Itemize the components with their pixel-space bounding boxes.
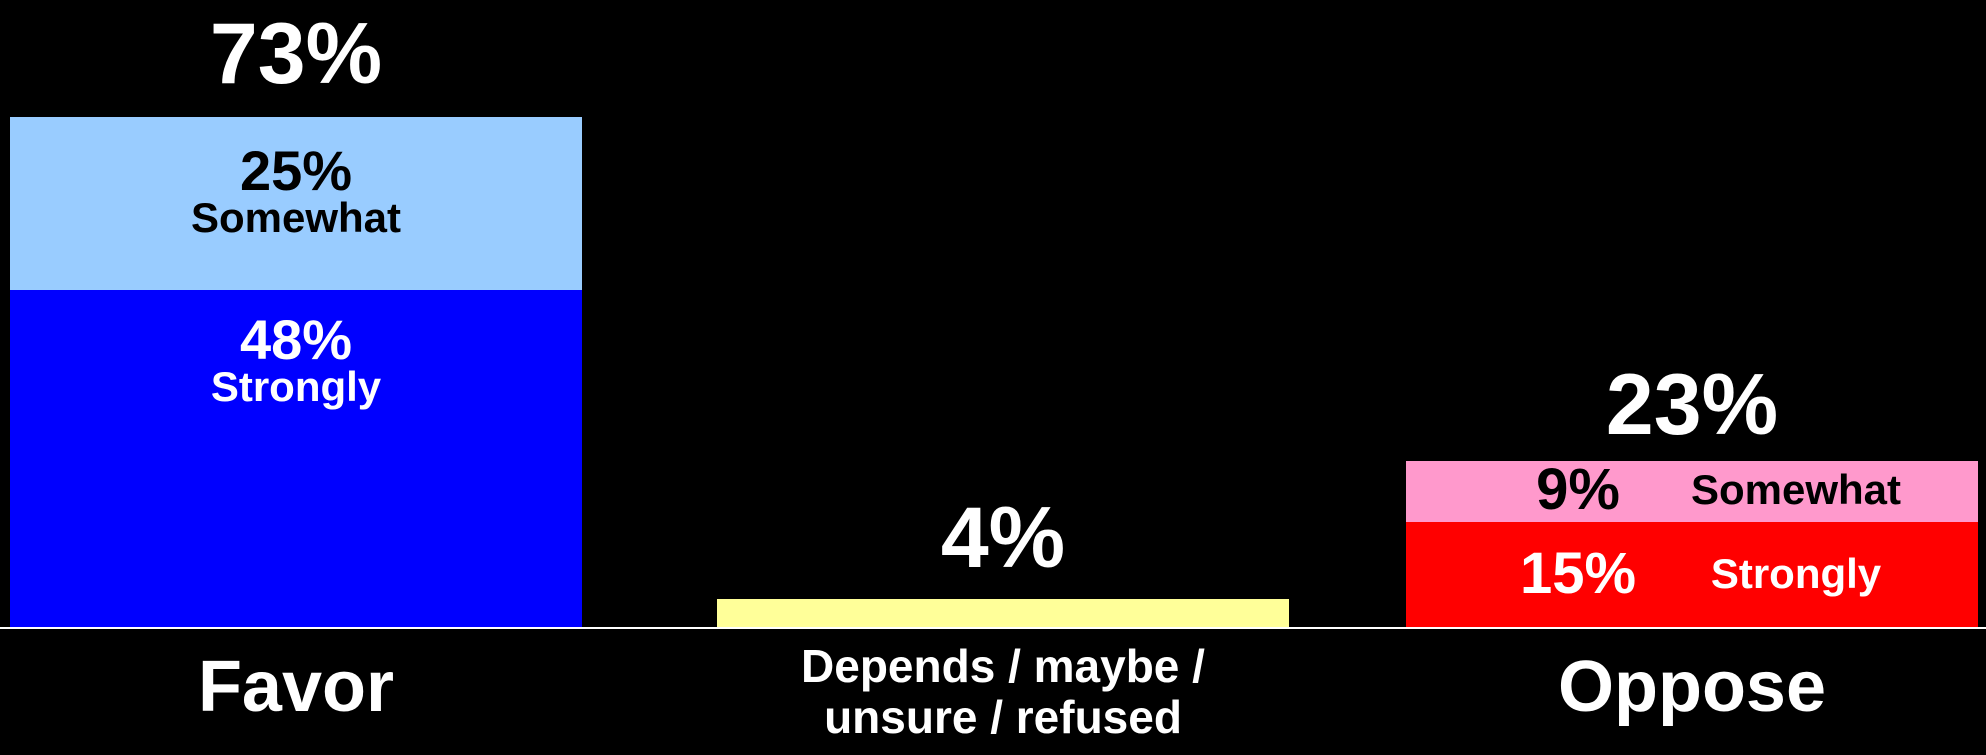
category-label-line: Oppose [1557,647,1827,727]
category-label-line: unsure / refused [824,690,1182,743]
segment-name-label: Somewhat [1690,465,1902,513]
segment-name-label: Strongly [210,363,382,410]
segment-value-label: 25% [239,139,353,202]
bar-segment-strongly [10,290,582,627]
bar-segment-somewhat [1406,459,1978,522]
total-value-label: 73% [209,6,383,102]
x-axis-line [0,627,1986,629]
category-label: Favor [0,647,642,727]
total-value-label: 4% [940,490,1066,586]
category-label-line: Favor [197,647,395,727]
segment-value-label: 15% [1519,540,1637,606]
segment-value-label: 48% [239,308,353,371]
segment-name-label: Somewhat [190,194,402,241]
segment-value-label: 9% [1536,456,1620,522]
bar-segment-strongly [1406,522,1978,627]
category-label: Oppose [1346,647,1986,727]
category-label-line: Depends / maybe / [801,640,1205,692]
bar-segment-somewhat [10,115,582,290]
total-value-label: 23% [1605,357,1779,453]
segment-name-label: Strongly [1710,549,1882,597]
category-label: Depends / maybe / unsure / refused [657,641,1349,742]
bar-segment-total [717,599,1289,627]
